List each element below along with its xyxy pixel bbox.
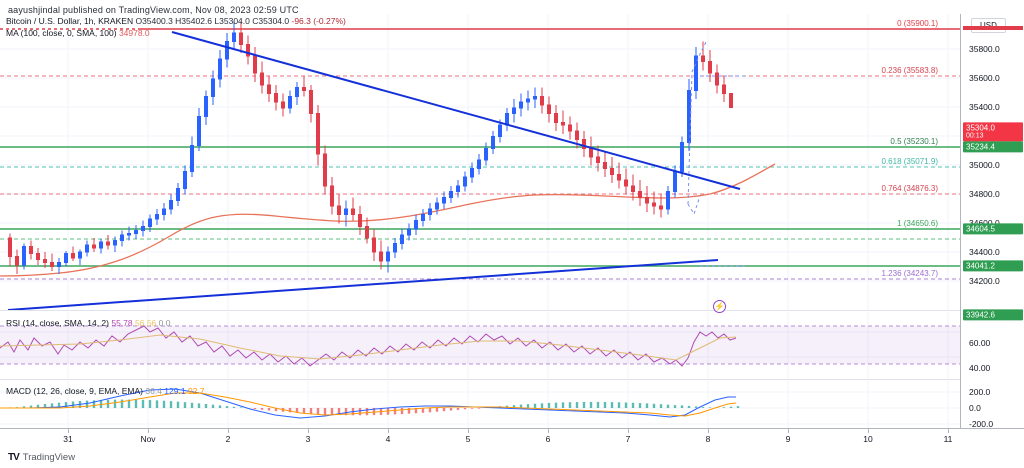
time-mark (788, 429, 789, 433)
time-tick-31: 31 (63, 434, 73, 444)
fib-label-236: 0.236 (35583.8) (881, 66, 939, 75)
fib-lines (0, 28, 960, 280)
candlesticks (7, 21, 734, 274)
time-tick-nov: Nov (140, 434, 156, 444)
time-tick-7: 7 (625, 434, 631, 444)
time-mark (68, 429, 69, 433)
time-mark (308, 429, 309, 433)
time-tick-11: 11 (943, 434, 953, 444)
macd-histogram (8, 399, 740, 416)
rsi-line (0, 325, 737, 367)
tradingview-logo[interactable]: TV TradingView (8, 452, 75, 463)
ma-legend-value: 34978.0 (118, 28, 150, 38)
time-tick-9: 9 (785, 434, 791, 444)
time-tick-3: 3 (305, 434, 311, 444)
descending-resistance-trendline (171, 31, 741, 190)
axis-tick-35000: 35000.0 (969, 160, 1000, 170)
ma-price-badge[interactable]: 35234.4 (963, 141, 1023, 153)
axis-tick-34200: 34200.0 (969, 276, 1000, 286)
time-mark (468, 429, 469, 433)
pane-divider-macd (0, 379, 960, 380)
time-axis[interactable]: 31 Nov 2 3 4 5 6 7 8 9 10 11 (0, 428, 1024, 450)
pane-divider-rsi (0, 310, 960, 311)
time-mark (868, 429, 869, 433)
time-mark (148, 429, 149, 433)
fib-label-1236: 1.236 (34243.7) (881, 269, 939, 278)
fib-label-500: 0.5 (35230.1) (890, 137, 938, 146)
divergence-alert-icon[interactable]: ⚡ (713, 300, 726, 313)
axis-tick-34600: 34600.0 (969, 218, 1000, 228)
price-chart-svg (0, 14, 960, 311)
time-mark (628, 429, 629, 433)
last-price-badge[interactable]: 35304.0 00:13 (963, 122, 1023, 142)
time-mark (548, 429, 549, 433)
tradingview-logo-text: TradingView (22, 452, 76, 463)
last-price-value: 35304.0 (966, 123, 995, 133)
attribution-text: aayushjindal published on TradingView.co… (8, 5, 299, 15)
macd-signal-line (0, 392, 737, 417)
time-mark (708, 429, 709, 433)
rsi-sma-line (0, 334, 737, 361)
axis-tick-35400: 35400.0 (969, 102, 1000, 112)
ascending-support-trendline (7, 259, 719, 311)
macd-axis-tick-200: 200.0 (969, 387, 991, 397)
rsi-pane[interactable] (0, 312, 960, 380)
price-axis[interactable]: USD 35800.0 35600.0 35400.0 35200.0 3500… (960, 14, 1024, 429)
time-tick-5: 5 (465, 434, 471, 444)
fib-label-618: 0.618 (35071.9) (881, 157, 939, 166)
level-badge-34604[interactable]: 34604.5 (963, 223, 1023, 235)
bar-countdown: 00:13 (966, 132, 984, 140)
time-tick-2: 2 (225, 434, 231, 444)
time-mark (948, 429, 949, 433)
fib-label-764: 0.764 (34876.3) (881, 184, 939, 193)
tradingview-logo-mark: TV (8, 452, 20, 463)
macd-chart-svg (0, 381, 960, 428)
fib-zero-axis-marker (963, 26, 1023, 30)
time-tick-8: 8 (705, 434, 711, 444)
time-mark (228, 429, 229, 433)
trendlines (7, 31, 741, 311)
price-pane[interactable]: 0 (35900.1) 0.236 (35583.8) 0.5 (35230.1… (0, 14, 960, 311)
ma-legend-name: MA (100, close, 0, SMA, 100) (6, 28, 117, 38)
macd-axis-tick-n200: -200.0 (969, 419, 994, 429)
time-tick-4: 4 (385, 434, 391, 444)
ma-legend[interactable]: MA (100, close, 0, SMA, 100) 34978.0 (6, 28, 150, 38)
macd-pane[interactable] (0, 381, 960, 428)
axis-tick-35600: 35600.0 (969, 73, 1000, 83)
time-mark (388, 429, 389, 433)
axis-tick-34800: 34800.0 (969, 189, 1000, 199)
macd-line (0, 388, 736, 419)
macd-axis-tick-0: 0.0 (969, 403, 981, 413)
axis-tick-35800: 35800.0 (969, 44, 1000, 54)
axis-tick-34400: 34400.0 (969, 247, 1000, 257)
rsi-axis-tick-40: 40.00 (969, 363, 991, 373)
projection-paths (687, 41, 748, 267)
time-tick-10: 10 (863, 434, 873, 444)
ma100-line (0, 163, 776, 277)
rsi-band-30-70 (0, 326, 960, 364)
rsi-axis-tick-60: 60.00 (969, 338, 991, 348)
fib-label-1000: 1 (34650.6) (897, 219, 938, 228)
rsi-chart-svg (0, 312, 960, 380)
rsi-pane-badge[interactable]: 33942.6 (963, 309, 1023, 321)
time-tick-6: 6 (545, 434, 551, 444)
level-badge-34041[interactable]: 34041.2 (963, 260, 1023, 272)
fib-label-0: 0 (35900.1) (897, 19, 938, 28)
